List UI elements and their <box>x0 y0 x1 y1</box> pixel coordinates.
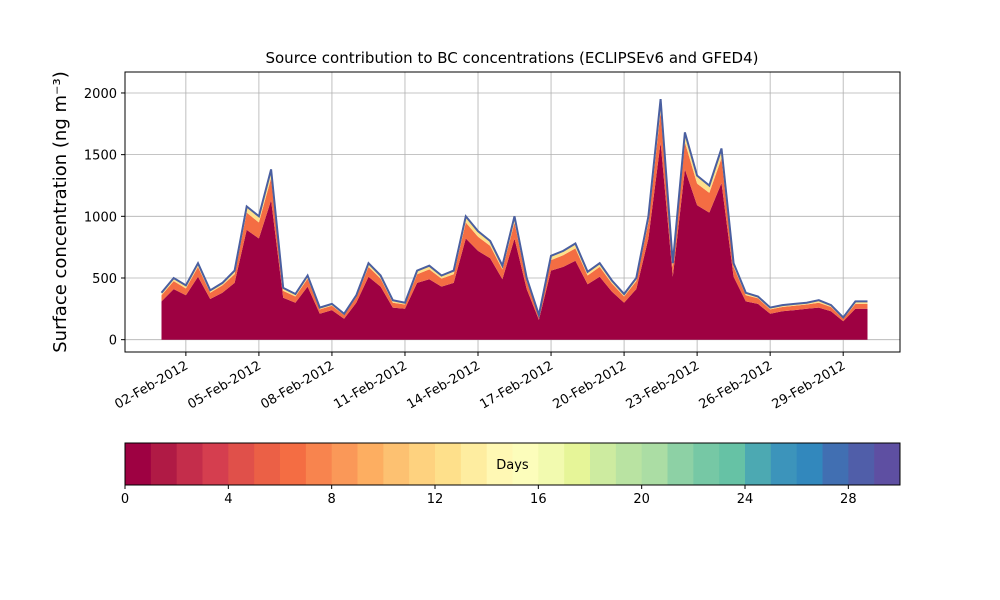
colorbar-bin <box>228 443 255 485</box>
colorbar-bin <box>848 443 875 485</box>
colorbar-bin <box>280 443 307 485</box>
colorbar-label: Days <box>496 458 529 473</box>
x-tick-label: 29-Feb-2012 <box>770 358 849 412</box>
colorbar-bin <box>641 443 668 485</box>
colorbar-bin <box>383 443 410 485</box>
colorbar-bin <box>435 443 462 485</box>
colorbar-bin <box>486 443 513 485</box>
y-tick-label: 0 <box>109 334 117 349</box>
colorbar-tick-label: 12 <box>427 492 444 507</box>
x-tick-label: 20-Feb-2012 <box>551 358 630 412</box>
x-tick-label: 26-Feb-2012 <box>697 358 776 412</box>
colorbar-bin <box>719 443 746 485</box>
x-tick-label: 05-Feb-2012 <box>185 358 264 412</box>
colorbar-bin <box>693 443 720 485</box>
total-outline <box>160 98 868 320</box>
y-tick-label: 1500 <box>84 149 117 164</box>
x-tick-label: 11-Feb-2012 <box>331 358 410 412</box>
colorbar-bin <box>150 443 178 485</box>
colorbar-bin <box>460 443 488 485</box>
colorbar-bin <box>615 443 643 485</box>
colorbar-bin <box>796 443 823 485</box>
x-tick-label: 02-Feb-2012 <box>112 358 191 412</box>
y-tick-label: 2000 <box>84 87 117 102</box>
colorbar-tick-label: 24 <box>737 492 754 507</box>
plot-frame <box>124 71 901 353</box>
colorbar-bin <box>357 443 384 485</box>
area-layer <box>161 142 868 340</box>
colorbar-tick-label: 8 <box>328 492 336 507</box>
colorbar-bin <box>176 443 203 485</box>
x-tick-label: 17-Feb-2012 <box>478 358 557 412</box>
colorbar-tick-label: 16 <box>530 492 547 507</box>
colorbar-bin <box>822 443 849 485</box>
colorbar-tick-label: 4 <box>224 492 232 507</box>
colorbar-bin <box>590 443 617 485</box>
colorbar-bin <box>538 443 565 485</box>
chart-title: Source contribution to BC concentrations… <box>265 49 758 67</box>
colorbar-bin <box>667 443 694 485</box>
colorbar-tick-label: 0 <box>121 492 129 507</box>
x-tick-label: 23-Feb-2012 <box>624 358 703 412</box>
y-axis-label: Surface concentration (ng m⁻³) <box>50 71 71 353</box>
x-tick-label: 08-Feb-2012 <box>258 358 337 412</box>
x-tick-label: 14-Feb-2012 <box>404 358 483 412</box>
y-tick-label: 500 <box>92 272 117 287</box>
colorbar-bin <box>331 443 358 485</box>
colorbar-tick-label: 28 <box>840 492 857 507</box>
area-layer <box>161 111 868 322</box>
y-tick-label: 1000 <box>84 210 117 225</box>
colorbar-bin <box>745 443 772 485</box>
colorbar-bin <box>409 443 436 485</box>
colorbar-bin <box>125 443 152 485</box>
colorbar-frame <box>124 442 901 486</box>
colorbar-bin <box>254 443 281 485</box>
colorbar-bin <box>770 443 798 485</box>
colorbar-bin <box>874 443 901 485</box>
colorbar-tick-label: 20 <box>633 492 650 507</box>
colorbar-bin <box>305 443 333 485</box>
colorbar-bin <box>512 443 539 485</box>
colorbar-bin <box>564 443 591 485</box>
colorbar-bin <box>202 443 229 485</box>
